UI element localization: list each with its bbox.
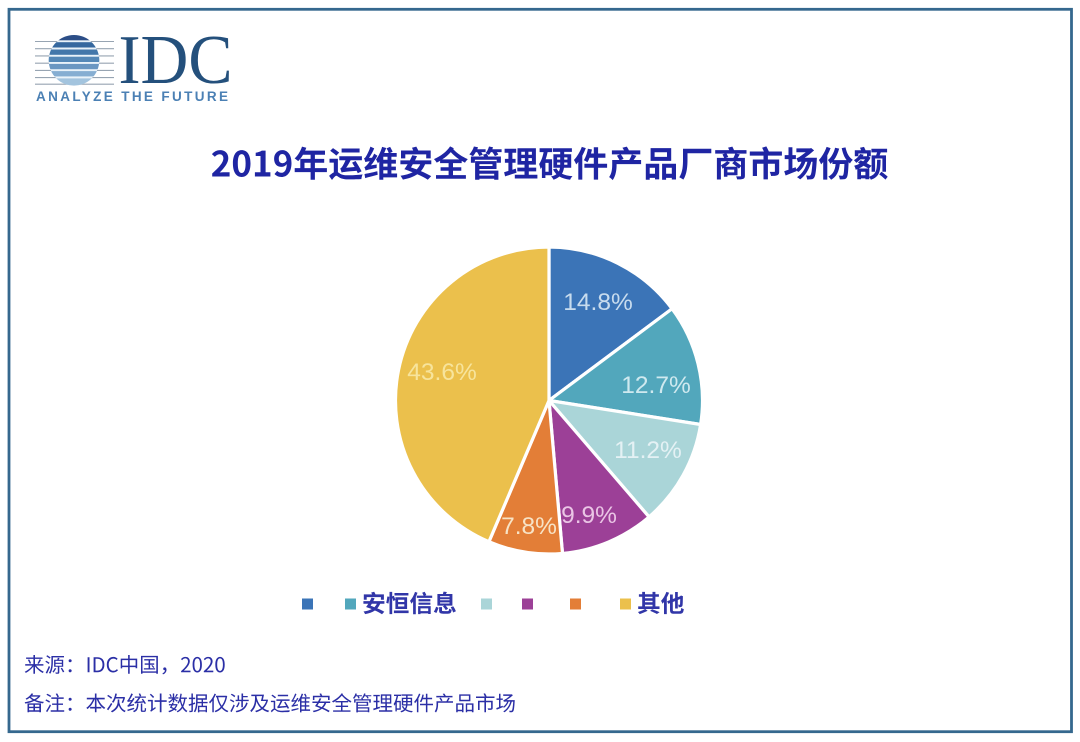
svg-text:14.8%: 14.8%	[563, 289, 632, 316]
svg-text:ANALYZE THE FUTURE: ANALYZE THE FUTURE	[36, 89, 228, 104]
svg-text:7.8%: 7.8%	[501, 513, 557, 540]
svg-text:12.7%: 12.7%	[621, 372, 690, 399]
svg-text:IDC: IDC	[119, 22, 233, 99]
svg-text:9.9%: 9.9%	[561, 502, 617, 529]
svg-text:43.6%: 43.6%	[407, 359, 476, 386]
svg-text:11.2%: 11.2%	[614, 437, 682, 464]
